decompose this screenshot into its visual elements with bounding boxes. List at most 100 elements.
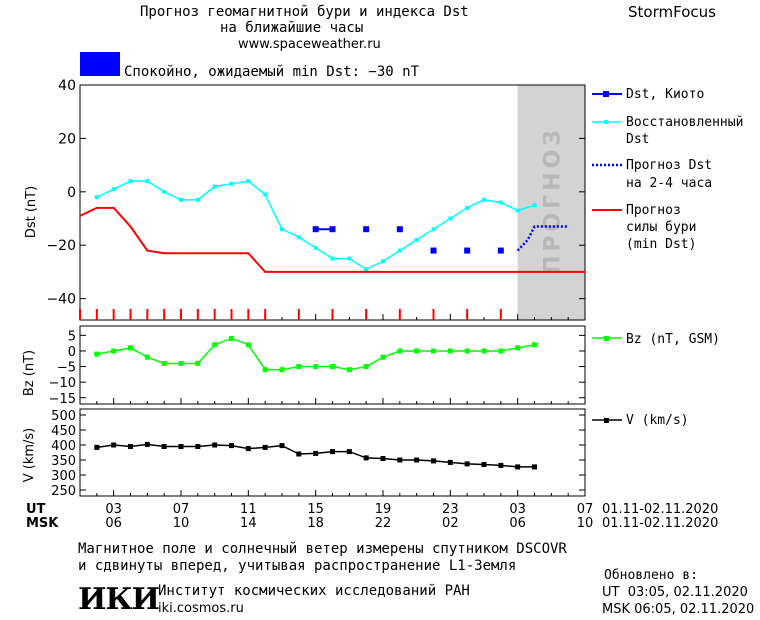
restored-dst-point bbox=[364, 267, 369, 272]
bz-point bbox=[229, 335, 234, 341]
y-tick-label-v: 350 bbox=[51, 454, 76, 469]
restored-dst-point bbox=[296, 235, 301, 240]
updated-ut: UT 03:05, 02.11.2020 bbox=[602, 585, 748, 600]
restored-dst-point bbox=[246, 179, 251, 184]
restored-dst-point bbox=[280, 227, 284, 232]
v-point bbox=[313, 450, 319, 456]
bz-point bbox=[464, 348, 470, 354]
v-point bbox=[515, 464, 521, 470]
bz-point bbox=[144, 354, 150, 360]
ut-tick-label: 23 bbox=[442, 502, 459, 517]
y-tick-label-dst: −20 bbox=[46, 238, 76, 254]
panel-frame-dst bbox=[79, 84, 586, 321]
bz-point bbox=[195, 360, 201, 366]
legend-dst-kyoto: Dst, Киото bbox=[626, 87, 705, 102]
kyoto-dst-point bbox=[497, 247, 504, 254]
y-tick-label-bz: −5 bbox=[57, 361, 76, 376]
restored-dst-point bbox=[414, 237, 419, 242]
ut-tick-label: 19 bbox=[375, 502, 392, 517]
legend-storm-forecast: Прогноз bbox=[626, 203, 681, 218]
y-tick-label-dst: 40 bbox=[58, 78, 76, 94]
v-point bbox=[296, 451, 302, 457]
restored-dst-point bbox=[498, 200, 503, 205]
legend-kyoto-marker bbox=[603, 91, 609, 97]
footer-note-2: и сдвинуты вперед, учитывая распростране… bbox=[78, 558, 517, 574]
legend-restored-dst-2: Dst bbox=[626, 132, 650, 147]
page-title-line2: на ближайшие часы bbox=[220, 20, 364, 36]
kyoto-dst-point bbox=[363, 226, 370, 233]
institute-url[interactable]: iki.cosmos.ru bbox=[158, 601, 244, 616]
legend-forecast-dst-2: на 2-4 часа bbox=[626, 176, 713, 191]
v-point bbox=[464, 461, 470, 467]
y-tick-label-bz: −15 bbox=[49, 392, 76, 407]
forecast-dst-line bbox=[516, 225, 569, 252]
bz-point bbox=[245, 342, 251, 348]
restored-dst-point bbox=[381, 259, 385, 264]
updated-msk: MSK 06:05, 02.11.2020 bbox=[602, 602, 755, 617]
ut-tick-label: 11 bbox=[240, 502, 257, 517]
v-point bbox=[279, 443, 285, 449]
forecast-zone-label: ПРОГНОЗ bbox=[540, 126, 565, 274]
v-axis-label: V (km/s) bbox=[22, 427, 37, 483]
bz-point bbox=[178, 360, 184, 366]
legend-bz: Bz (nT, GSM) bbox=[626, 332, 720, 347]
ut-tick-label: 03 bbox=[105, 502, 122, 517]
restored-dst-point bbox=[347, 256, 352, 261]
bz-point bbox=[363, 364, 369, 370]
y-tick-label-bz: 0 bbox=[68, 345, 76, 360]
bz-point bbox=[262, 367, 268, 373]
restored-dst-point bbox=[431, 227, 436, 232]
v-point bbox=[481, 462, 487, 467]
ut-tick-label: 15 bbox=[307, 502, 324, 517]
legend-storm-forecast-2: силы бури bbox=[626, 220, 697, 235]
v-point bbox=[128, 444, 133, 449]
v-point bbox=[380, 456, 386, 461]
y-tick-label-dst: −40 bbox=[46, 292, 76, 308]
source-url[interactable]: www.spaceweather.ru bbox=[238, 37, 381, 52]
bz-point bbox=[94, 351, 100, 357]
restored-dst-point bbox=[313, 245, 318, 250]
restored-dst-point bbox=[448, 216, 453, 221]
bz-point bbox=[481, 348, 487, 354]
v-point bbox=[532, 464, 537, 470]
msk-tick-label: 06 bbox=[509, 516, 526, 531]
v-point bbox=[245, 446, 251, 452]
v-point bbox=[195, 444, 201, 449]
y-tick-label-bz: −10 bbox=[49, 376, 76, 391]
msk-tick-label: 02 bbox=[442, 516, 459, 531]
bz-point bbox=[128, 345, 133, 351]
restored-dst-point bbox=[229, 181, 234, 186]
restored-dst-point bbox=[515, 208, 520, 213]
forecast-zone bbox=[517, 85, 585, 320]
bz-point bbox=[532, 342, 537, 348]
y-tick-label-bz: 5 bbox=[68, 329, 76, 344]
v-point bbox=[346, 449, 352, 455]
ut-date-range: 01.11-02.11.2020 bbox=[602, 502, 719, 517]
y-tick-label-v: 400 bbox=[51, 439, 76, 454]
status-text: Спокойно, ожидаемый min Dst: −30 nT bbox=[124, 64, 420, 80]
v-point bbox=[212, 442, 218, 448]
restored-dst-point bbox=[111, 187, 116, 192]
bz-point bbox=[111, 348, 117, 354]
v-point bbox=[447, 459, 453, 465]
page-title: Прогноз геомагнитной бури и индекса Dst bbox=[140, 4, 469, 20]
restored-dst-point bbox=[482, 197, 486, 202]
restored-dst-point bbox=[145, 179, 150, 184]
restored-dst-point bbox=[397, 248, 402, 253]
restored-dst-point bbox=[212, 184, 217, 189]
msk-date-range: 01.11-02.11.2020 bbox=[602, 516, 719, 531]
restored-dst-point bbox=[532, 203, 537, 208]
legend-v-marker bbox=[604, 418, 609, 423]
status-color-box bbox=[80, 52, 120, 76]
bz-point bbox=[346, 367, 352, 373]
legend-storm-forecast-3: (min Dst) bbox=[626, 237, 697, 252]
msk-tick-label: 10 bbox=[577, 516, 594, 531]
ut-tick-label: 07 bbox=[577, 502, 594, 517]
kyoto-dst-point bbox=[396, 226, 403, 233]
restored-dst-point bbox=[330, 256, 335, 261]
v-point bbox=[178, 444, 184, 449]
bz-axis-label: Bz (nT) bbox=[22, 349, 37, 397]
bz-point bbox=[313, 364, 319, 370]
v-point bbox=[414, 457, 420, 463]
